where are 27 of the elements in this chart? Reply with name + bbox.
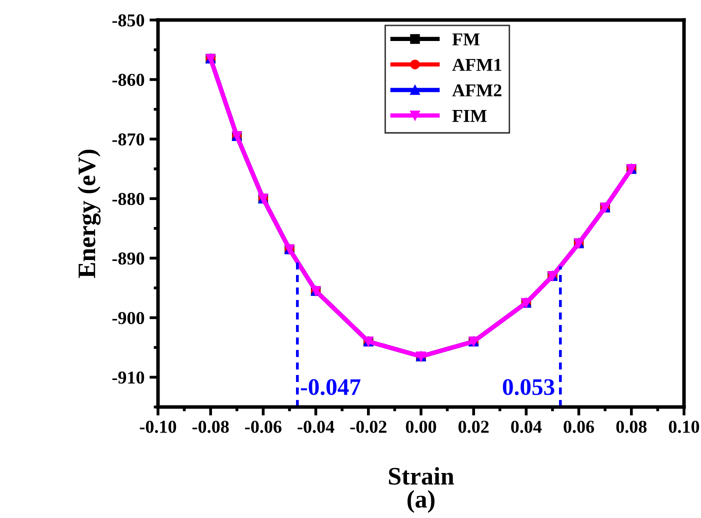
text: (a) (408, 490, 434, 513)
y-tick-label: -900 (112, 312, 144, 324)
x-tick-label: 0.02 (458, 420, 489, 433)
x-tick-label: 0.10 (668, 420, 700, 433)
x-tick-label: -0.08 (192, 420, 229, 433)
x-tick-label: 0.04 (511, 420, 542, 433)
y-tick-label: -890 (112, 252, 144, 265)
x-tick-label: 0.08 (616, 420, 647, 433)
y-tick-label: -880 (112, 192, 144, 206)
x-tick-label: -0.10 (140, 420, 176, 433)
y-tick-label: -850 (112, 14, 144, 26)
y-tick-label: -910 (112, 371, 144, 384)
x-tick-label: -0.06 (245, 420, 282, 433)
x-axis-title: Strain (388, 467, 454, 485)
ref-line-label: 0.053 (502, 379, 554, 396)
legend-label: FIM (452, 110, 487, 122)
x-tick-label: -0.04 (298, 420, 334, 433)
y-tick-label: -860 (112, 74, 144, 86)
x-tick-label: 0.00 (406, 420, 436, 433)
x-tick-label: -0.02 (350, 420, 386, 433)
x-tick-label: 0.06 (564, 420, 594, 433)
y-tick-label: -870 (112, 133, 144, 146)
y-axis-title: Energy (eV) (78, 150, 101, 278)
legend-label: FM (452, 33, 480, 46)
ref-line-label: -0.047 (300, 379, 360, 396)
legend-label: AFM1 (452, 58, 502, 71)
legend-label: AFM2 (452, 84, 502, 96)
